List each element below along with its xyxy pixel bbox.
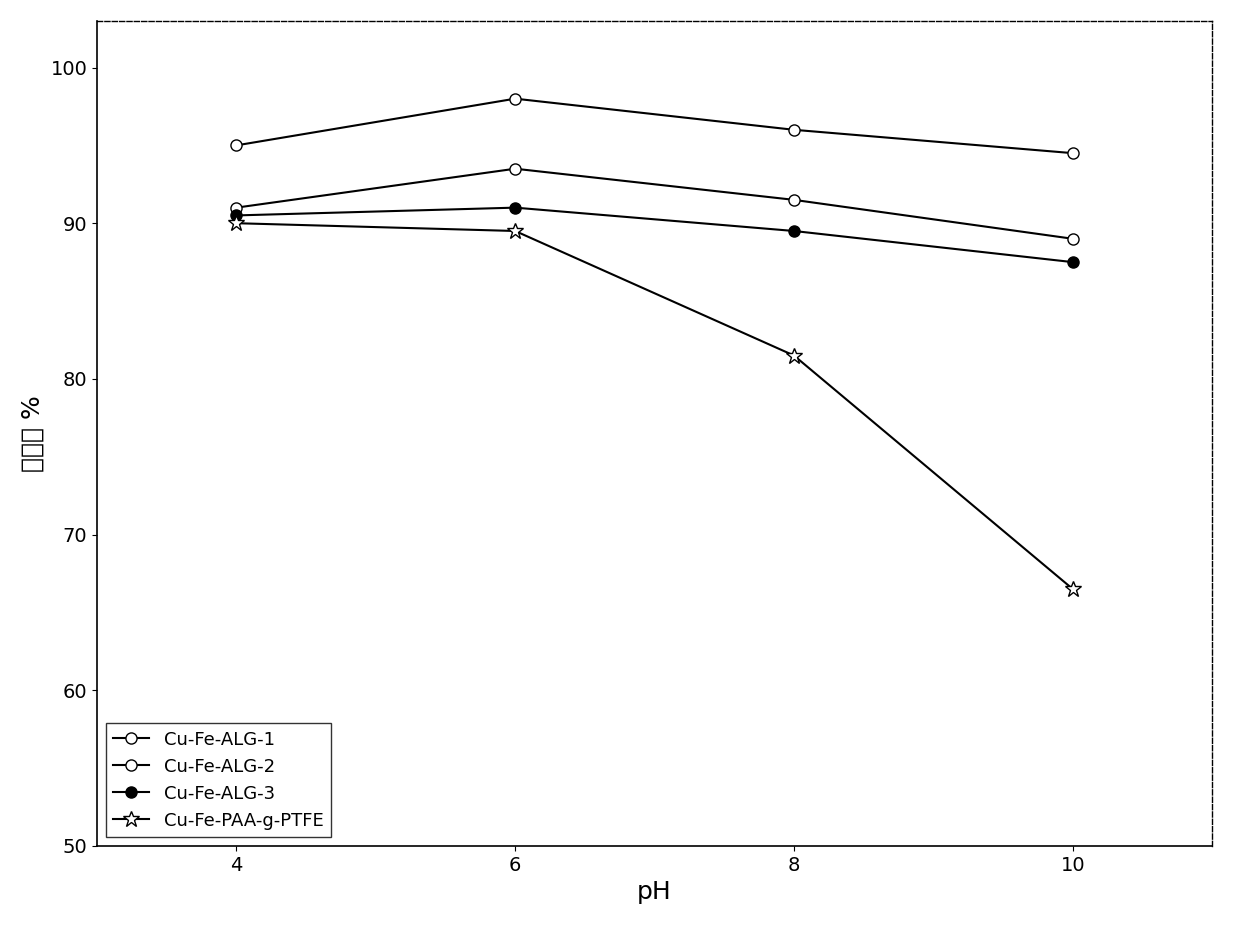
- Cu-Fe-ALG-3: [787, 226, 801, 237]
- Cu-Fe-ALG-1: [787, 194, 801, 205]
- Cu-Fe-PAA-g-PTFE: [508, 226, 523, 237]
- Line: Cu-Fe-ALG-3: Cu-Fe-ALG-3: [231, 202, 1079, 267]
- Cu-Fe-ALG-2: [508, 93, 523, 105]
- Cu-Fe-ALG-1: [229, 202, 244, 213]
- Cu-Fe-ALG-3: [1065, 256, 1080, 267]
- Cu-Fe-ALG-1: [1065, 233, 1080, 244]
- Cu-Fe-ALG-2: [229, 140, 244, 151]
- Line: Cu-Fe-ALG-1: Cu-Fe-ALG-1: [231, 163, 1079, 244]
- Legend: Cu-Fe-ALG-1, Cu-Fe-ALG-2, Cu-Fe-ALG-3, Cu-Fe-PAA-g-PTFE: Cu-Fe-ALG-1, Cu-Fe-ALG-2, Cu-Fe-ALG-3, C…: [106, 723, 330, 837]
- Cu-Fe-ALG-3: [508, 202, 523, 213]
- Cu-Fe-PAA-g-PTFE: [229, 217, 244, 228]
- Y-axis label: 脱色率 %: 脱色率 %: [21, 395, 44, 472]
- Cu-Fe-ALG-2: [1065, 148, 1080, 159]
- Line: Cu-Fe-ALG-2: Cu-Fe-ALG-2: [231, 93, 1079, 159]
- Line: Cu-Fe-PAA-g-PTFE: Cu-Fe-PAA-g-PTFE: [228, 215, 1081, 598]
- X-axis label: pH: pH: [637, 881, 672, 904]
- Cu-Fe-ALG-2: [787, 124, 801, 135]
- Cu-Fe-PAA-g-PTFE: [787, 350, 801, 361]
- Cu-Fe-ALG-1: [508, 163, 523, 174]
- Cu-Fe-ALG-3: [229, 210, 244, 221]
- Cu-Fe-PAA-g-PTFE: [1065, 584, 1080, 595]
